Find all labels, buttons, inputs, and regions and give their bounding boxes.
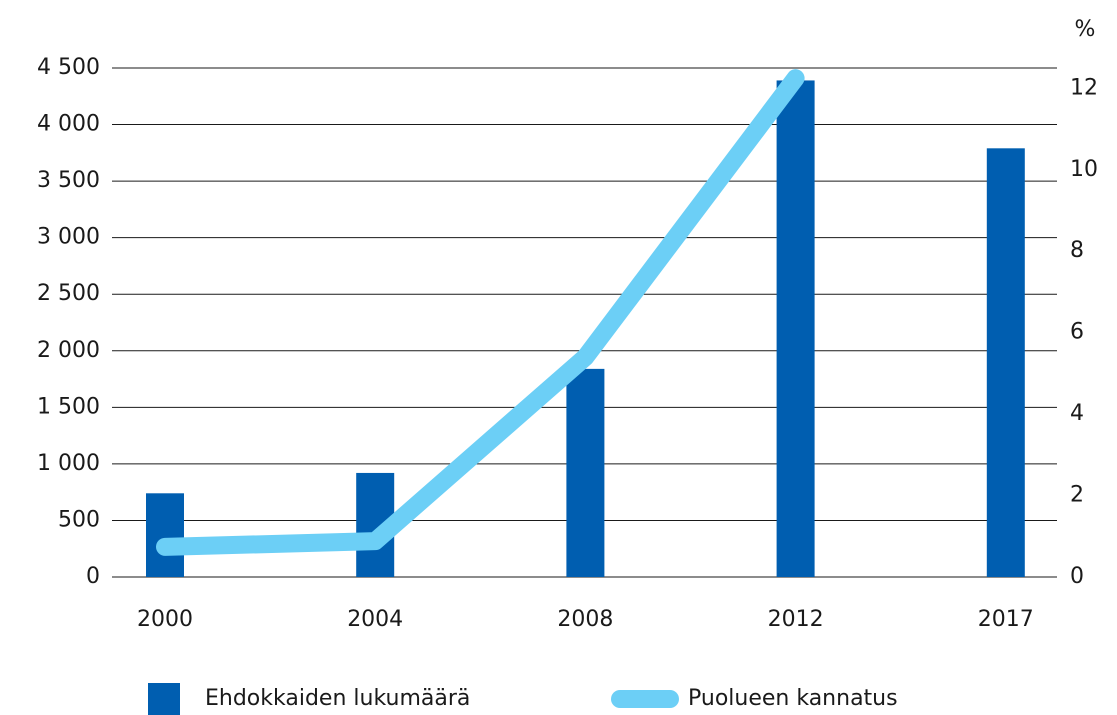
- y-tick-label: 2 000: [37, 338, 100, 363]
- y2-tick-label: 8: [1070, 238, 1084, 263]
- y-tick-label: 2 500: [37, 281, 100, 306]
- line: [156, 69, 805, 556]
- y2-tick-label: 4: [1070, 401, 1084, 426]
- y2-tick-label: 12: [1070, 75, 1098, 100]
- legend-label: Puolueen kannatus: [688, 686, 898, 711]
- x-tick-label: 2004: [347, 607, 403, 632]
- y2-tick-label: 10: [1070, 157, 1098, 182]
- y2-tick-label: 0: [1070, 564, 1084, 589]
- bar: [566, 368, 605, 577]
- y2-tick-label: 2: [1070, 483, 1084, 508]
- legend-label: Ehdokkaiden lukumäärä: [205, 686, 470, 711]
- legend-swatch: [148, 683, 180, 715]
- x-tick-label: 2008: [557, 607, 613, 632]
- y2-axis-label: %: [1075, 17, 1096, 42]
- y-tick-label: 3 500: [37, 168, 100, 193]
- y-tick-label: 4 500: [37, 55, 100, 80]
- y-tick-label: 4 000: [37, 112, 100, 137]
- y-tick-label: 0: [86, 564, 100, 589]
- x-tick-label: 2012: [768, 607, 824, 632]
- y-tick-label: 500: [58, 507, 100, 532]
- y2-tick-label: 6: [1070, 320, 1084, 345]
- bar: [776, 80, 815, 577]
- bar: [146, 493, 184, 577]
- x-tick-label: 2017: [978, 607, 1034, 632]
- y-tick-label: 1 500: [37, 394, 100, 419]
- y-tick-label: 1 000: [37, 451, 100, 476]
- y-tick-label: 3 000: [37, 225, 100, 250]
- x-tick-label: 2000: [137, 607, 193, 632]
- bar: [986, 148, 1025, 577]
